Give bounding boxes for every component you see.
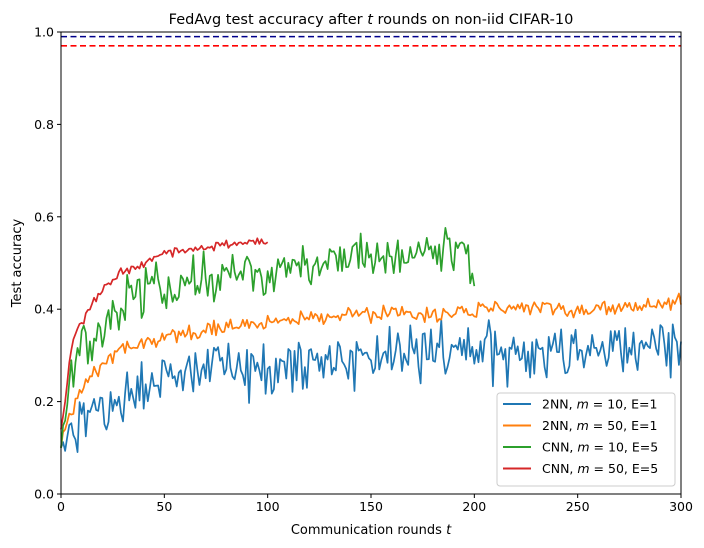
reference-lines — [61, 35, 681, 47]
x-tick-label: 250 — [566, 499, 590, 514]
y-axis-ticks: 0.0 0.2 0.4 0.6 0.8 1.0 — [34, 25, 61, 502]
legend-label: 2NN, m = 50, E=1 — [542, 418, 657, 433]
x-tick-label: 200 — [462, 499, 486, 514]
legend-label: 2NN, m = 10, E=1 — [542, 397, 657, 412]
x-tick-label: 150 — [359, 499, 383, 514]
chart-title: FedAvg test accuracy after t rounds on n… — [169, 12, 574, 28]
y-axis-label: Test accuracy — [10, 219, 25, 309]
y-tick-label: 0.2 — [34, 394, 54, 409]
x-tick-label: 50 — [156, 499, 172, 514]
x-tick-label: 0 — [57, 499, 65, 514]
legend-box — [496, 392, 676, 487]
series-lines — [60, 227, 682, 453]
y-tick-label: 1.0 — [34, 25, 54, 40]
y-tick-label: 0.4 — [34, 302, 54, 317]
legend-label: CNN, m = 50, E=5 — [542, 461, 658, 476]
x-axis-label: Communication rounds t — [291, 523, 452, 538]
series-line-0 — [60, 319, 682, 453]
series-line-2 — [60, 227, 476, 448]
series-line-1 — [60, 292, 682, 448]
legend: 2NN, m = 10, E=1 2NN, m = 50, E=1 CNN, m =… — [496, 392, 676, 487]
y-tick-label: 0.6 — [34, 209, 54, 224]
x-axis-ticks: 0 50 100 150 200 250 300 — [57, 494, 693, 514]
x-tick-label: 100 — [256, 499, 280, 514]
legend-label: CNN, m = 10, E=5 — [542, 440, 658, 455]
x-tick-label: 300 — [669, 499, 693, 514]
plot-area — [60, 35, 682, 453]
y-tick-label: 0.8 — [34, 117, 54, 132]
series-line-3 — [60, 237, 269, 430]
y-tick-label: 0.0 — [34, 487, 54, 502]
